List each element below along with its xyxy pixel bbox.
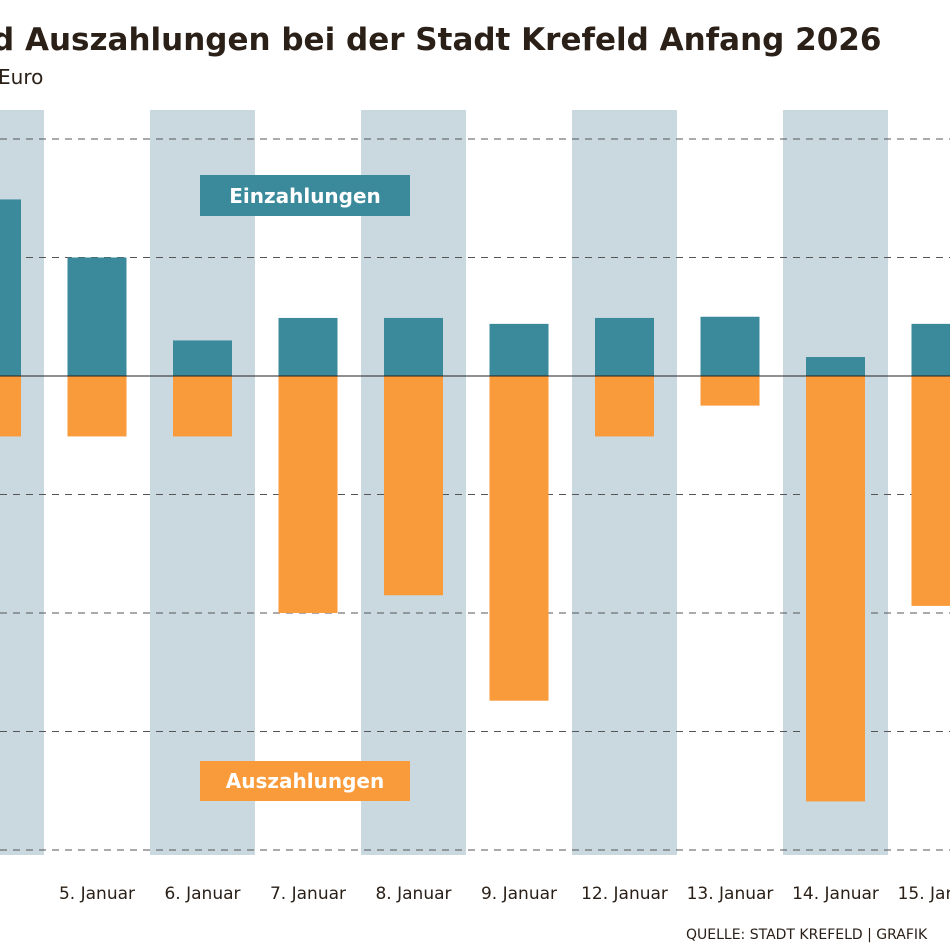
einzahlung-bar [911,323,950,376]
einzahlung-bar [278,317,338,376]
auszahlung-bar [278,376,338,613]
x-tick-label: 5. Januar [59,884,135,904]
auszahlung-bar [173,376,232,437]
legend-auszahlungen-box [200,761,410,801]
legend-auszahlungen: Auszahlungen [226,769,384,793]
auszahlung-bar [911,376,950,606]
x-tick-label: 9. Januar [481,884,557,904]
x-tick-label: 6. Januar [164,884,240,904]
legend-einzahlungen-box [200,175,410,216]
legend-einzahlungen: Einzahlungen [229,184,381,208]
einzahlung-bar [595,317,654,376]
einzahlung-bar [0,199,21,376]
x-tick-label: 7. Januar [270,884,346,904]
column-band [572,110,677,855]
chart-title: d Auszahlungen bei der Stadt Krefeld Anf… [0,22,881,58]
x-tick-label: 8. Januar [375,884,451,904]
auszahlung-bar [806,376,865,802]
auszahlung-bar [384,376,443,596]
auszahlung-bar [0,376,21,437]
auszahlung-bar [67,376,127,437]
source-note: QUELLE: STADT KREFELD | GRAFIK [686,927,928,943]
einzahlung-bar [173,340,232,376]
einzahlung-bar [384,317,443,376]
einzahlung-bar [489,323,549,376]
x-tick-label: 13. Januar [687,884,774,904]
x-tick-label: 12. Januar [581,884,668,904]
column-band [150,110,255,855]
auszahlung-bar [595,376,654,437]
auszahlung-bar [489,376,549,701]
x-tick-label: 15. Januar [898,884,950,904]
auszahlung-bar [700,376,760,406]
einzahlung-bar [700,316,760,376]
x-tick-label: 14. Januar [792,884,879,904]
chart-subtitle: Euro [0,65,43,89]
einzahlung-bar [67,257,127,376]
einzahlung-bar [806,357,865,376]
